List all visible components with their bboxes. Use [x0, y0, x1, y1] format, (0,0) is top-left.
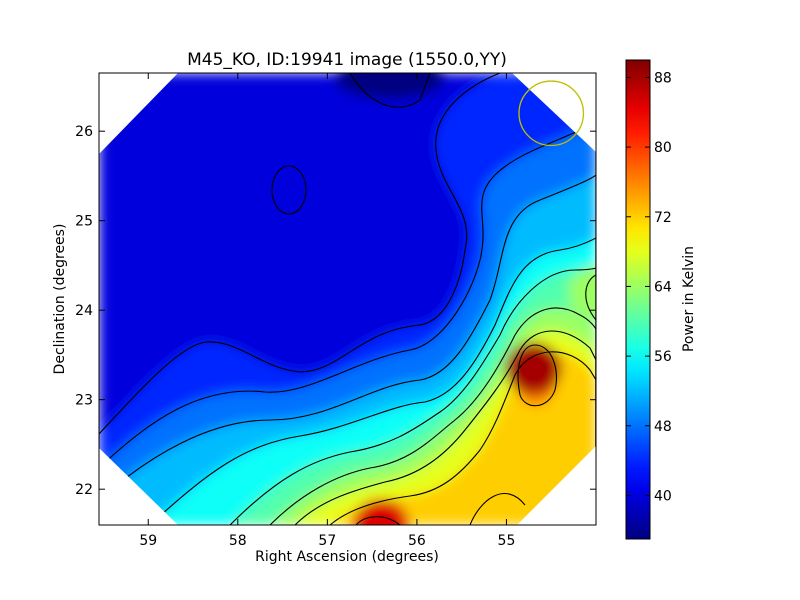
y-tick-label: 26 [75, 124, 93, 140]
contour-line [99, 73, 596, 525]
y-axis-label: Declination (degrees) [52, 224, 68, 375]
field-maximum [353, 499, 410, 525]
contours [99, 73, 596, 525]
x-tick-label: 57 [318, 533, 336, 549]
contour-line [585, 274, 596, 321]
colorbar-tick-label: 40 [654, 488, 672, 504]
field-minimum [335, 73, 446, 100]
colorbar [625, 59, 651, 540]
heatmap-field [99, 73, 596, 525]
contour-line [293, 330, 596, 525]
colorbar-tick-label: 80 [654, 140, 672, 156]
beam-circle [518, 80, 585, 147]
field-maximum [568, 266, 596, 319]
colorbar-tick-label: 64 [654, 279, 672, 295]
plot-frame [98, 72, 597, 526]
contour-line [148, 237, 596, 525]
contour-line [268, 307, 596, 525]
contour-line [228, 267, 596, 525]
contour-line [99, 121, 596, 525]
x-tick-label: 58 [229, 533, 247, 549]
x-axis-ticks: 59 58 57 56 55 [139, 73, 515, 549]
colorbar-tick-label: 56 [654, 349, 672, 365]
contour-line [271, 165, 307, 215]
contour-line [517, 344, 557, 407]
field-maximum [505, 342, 562, 395]
colorbar-tick-label: 88 [654, 70, 672, 86]
x-tick-label: 55 [498, 533, 516, 549]
x-axis-label: Right Ascension (degrees) [255, 549, 439, 565]
x-tick-label: 56 [408, 533, 426, 549]
y-tick-label: 25 [75, 214, 93, 230]
contour-line [99, 173, 596, 525]
colorbar-ticks: 40 48 56 64 72 80 88 [626, 70, 672, 504]
contour-line [328, 351, 596, 525]
field-layers [99, 73, 596, 525]
y-tick-label: 22 [75, 482, 93, 498]
y-tick-label: 23 [75, 393, 93, 409]
chart-title: M45_KO, ID:19941 image (1550.0,YY) [187, 50, 507, 70]
contour-line [349, 73, 431, 108]
colorbar-tick-label: 72 [654, 210, 672, 226]
colorbar-tick-label: 48 [654, 419, 672, 435]
colorbar-label: Power in Kelvin [681, 246, 697, 352]
y-tick-label: 24 [75, 303, 93, 319]
y-axis-ticks: 22 23 24 25 26 [75, 124, 596, 498]
contour-line [469, 493, 526, 525]
x-tick-label: 59 [139, 533, 157, 549]
